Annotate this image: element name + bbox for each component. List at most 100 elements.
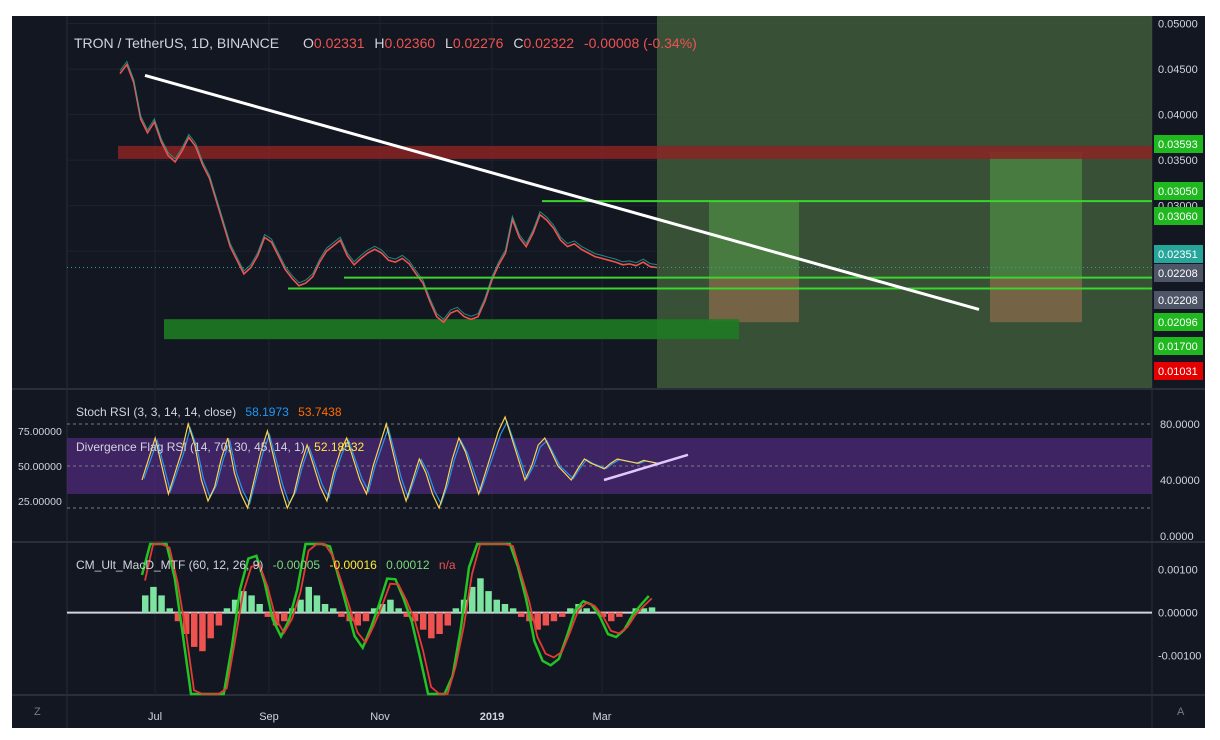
macd-histogram-bar [428, 612, 435, 639]
high-value: 0.02360 [384, 35, 436, 51]
macd-histogram-bar [509, 608, 517, 613]
macd-histogram-bar [477, 578, 484, 613]
rsi-right-tick: 0.0000 [1160, 531, 1194, 543]
high-label: H [374, 35, 385, 51]
macd-histogram-bar [452, 608, 460, 613]
time-tick-label: Sep [259, 711, 279, 723]
corner-left-label[interactable]: Z [34, 706, 41, 718]
rsi-left-tick: 25.00000 [18, 496, 62, 508]
chart-frame: Jul Sep Nov 2019 Mar 0.05000 0.04500 0.04000 0.0… [12, 16, 1205, 728]
macd-histogram-bar [379, 604, 386, 613]
macd-histogram-bar [501, 604, 509, 613]
stoch-k-value: 58.1973 [245, 405, 289, 419]
macd-histogram-bar [182, 612, 190, 634]
price-line [119, 62, 658, 324]
macd-tick-label: 0.00100 [1158, 565, 1198, 577]
stoch-label: Stoch RSI (3, 3, 14, 14, close) [76, 405, 237, 419]
trendline [144, 74, 980, 311]
macd-histogram-bar [231, 599, 239, 613]
price-label-box [1154, 135, 1203, 153]
macd-histogram-bar [608, 612, 615, 622]
time-tick-label: 2019 [480, 711, 504, 723]
time-tick-label: Nov [370, 711, 390, 723]
price-label-box [1154, 264, 1203, 282]
divergence-value: 52.18532 [314, 440, 365, 454]
macd-histogram-bar [256, 604, 263, 613]
price-label-text: 0.02096 [1158, 317, 1198, 329]
macd-histogram-bar [142, 595, 149, 613]
price-label-text: 0.02208 [1158, 295, 1198, 307]
corner-right-label[interactable]: A [1177, 706, 1185, 718]
price-tick-label: 0.05000 [1158, 19, 1198, 31]
rsi-right-tick: 40.0000 [1160, 475, 1200, 487]
rsi-left-tick: 50.00000 [18, 461, 62, 473]
price-label-box [1154, 291, 1203, 309]
macd-histogram-bar [215, 612, 223, 626]
macd-histogram-bar [207, 612, 214, 639]
macd-histogram-bar [305, 586, 312, 613]
price-tick-label: 0.04000 [1158, 110, 1198, 122]
price-tick-label: 0.04500 [1158, 64, 1198, 76]
price-label-box [1154, 245, 1203, 263]
stoch-k-line [143, 420, 660, 506]
macd-tick-label: -0.00100 [1158, 650, 1201, 662]
macd-histogram-bar [248, 595, 255, 613]
divergence-legend: Divergence Flag RSI (14, 70, 30, 45, 14,… [76, 440, 370, 454]
macd-histogram-bar [534, 612, 541, 630]
risk-box [709, 277, 799, 323]
low-label: L [445, 35, 453, 51]
risk-box [990, 277, 1082, 323]
price-label-text: 0.01031 [1158, 366, 1198, 378]
macd-histogram-bar [362, 612, 370, 622]
stoch-legend: Stoch RSI (3, 3, 14, 14, close) 58.1973 … [76, 405, 348, 419]
macd-histogram-bar [640, 608, 648, 613]
price-label-box [1154, 337, 1203, 355]
macd-histogram-bar [648, 607, 656, 613]
macd-label: CM_Ult_MacD_MTF (60, 12, 26, 9) [76, 558, 264, 572]
divergence-label: Divergence Flag RSI (14, 70, 30, 45, 14,… [76, 440, 305, 454]
macd-tick-label: 0.00000 [1158, 608, 1198, 620]
macd-histogram-bar [395, 608, 402, 613]
macd-histogram-bar [575, 604, 582, 613]
macd-value-3: 0.00012 [386, 558, 430, 572]
close-label: C [513, 35, 524, 51]
macd-histogram-bar [281, 612, 288, 622]
macd-histogram-bar [158, 595, 165, 613]
macd-histogram-bar [199, 612, 206, 652]
close-value: 0.02322 [523, 35, 575, 51]
time-tick-label: Jul [148, 711, 162, 723]
macd-histogram-bar [599, 612, 607, 617]
macd-histogram-bar [174, 612, 182, 622]
macd-histogram-bar [567, 608, 574, 613]
macd-line [140, 542, 650, 696]
price-label-text: 0.02208 [1158, 268, 1198, 280]
price-label-box [1154, 313, 1203, 331]
price-label-text: 0.03593 [1158, 139, 1198, 151]
macd-histogram-bar [297, 599, 304, 613]
macd-histogram-bar [330, 608, 337, 613]
macd-histogram-bar [403, 612, 411, 617]
change-value: -0.00008 (-0.34%) [583, 35, 697, 51]
macd-histogram-bar [558, 612, 566, 617]
macd-histogram-bar [583, 608, 590, 613]
macd-histogram-bar [469, 586, 476, 613]
macd-histogram-bar [493, 599, 500, 613]
macd-legend: CM_Ult_MacD_MTF (60, 12, 26, 9) -0.00005… [76, 558, 462, 572]
macd-histogram-bar [264, 612, 272, 617]
macd-histogram-bar [616, 612, 623, 617]
macd-histogram-bar [338, 612, 345, 617]
macd-histogram-bar [223, 608, 231, 613]
macd-histogram-bar [419, 612, 427, 630]
price-label-text: 0.01700 [1158, 341, 1198, 353]
rsi-right-tick: 80.0000 [1160, 419, 1200, 431]
macd-histogram-bar [370, 608, 378, 613]
macd-histogram-bar [313, 595, 321, 613]
macd-histogram-bar [191, 612, 198, 647]
chart-canvas[interactable]: Jul Sep Nov 2019 Mar 0.05000 0.04500 0.04000 0.0… [12, 16, 1205, 728]
resistance-zone [118, 145, 1152, 159]
price-label-box [1154, 362, 1203, 380]
macd-histogram-bar [240, 591, 247, 613]
macd-histogram-bar [485, 591, 492, 613]
rsi-divergence-trendline [603, 453, 689, 482]
macd-histogram-bar [411, 612, 419, 622]
